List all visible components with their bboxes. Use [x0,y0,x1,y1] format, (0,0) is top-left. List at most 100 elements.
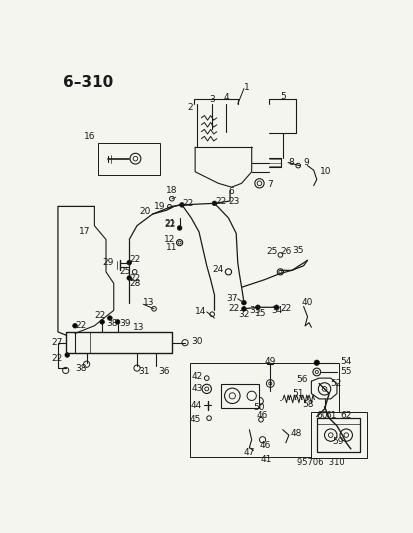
Circle shape [115,320,120,324]
Text: 52: 52 [330,379,341,388]
Text: 3: 3 [209,95,214,104]
Circle shape [225,269,231,275]
Circle shape [313,360,319,366]
Text: 59: 59 [332,437,344,446]
Circle shape [229,393,235,399]
Text: 8: 8 [287,158,293,167]
Text: 50: 50 [252,403,264,412]
Circle shape [343,433,348,438]
Text: 6–310: 6–310 [62,75,113,90]
Text: 24: 24 [212,265,223,274]
Circle shape [133,156,138,161]
Circle shape [278,270,281,273]
Circle shape [259,437,265,443]
Text: 54: 54 [339,358,351,367]
Circle shape [224,388,240,403]
Circle shape [278,253,282,257]
Text: 22: 22 [76,321,87,330]
Text: 22: 22 [130,255,141,264]
Text: 95706  310: 95706 310 [297,458,344,467]
Text: 41: 41 [260,455,271,464]
Text: 46: 46 [259,441,270,450]
Bar [189,363,339,457]
Text: 27: 27 [51,338,62,347]
Text: 38: 38 [106,319,118,328]
Text: 29: 29 [102,258,114,267]
Text: 47: 47 [243,448,254,457]
Text: 37: 37 [225,294,237,303]
Text: 13: 13 [133,323,144,332]
Circle shape [127,276,131,280]
Circle shape [100,320,104,324]
Text: 22: 22 [280,304,291,313]
Circle shape [273,305,278,310]
Circle shape [348,447,356,455]
Circle shape [73,324,77,328]
Circle shape [241,301,246,305]
Text: 2: 2 [187,103,192,112]
Circle shape [255,398,263,405]
Circle shape [254,179,263,188]
Text: 25: 25 [119,268,131,276]
Text: 11: 11 [165,243,177,252]
Circle shape [295,163,300,168]
Circle shape [176,239,182,246]
Text: 39: 39 [119,319,131,328]
Text: 18: 18 [166,186,177,195]
Text: 23: 23 [228,197,239,206]
Text: 17: 17 [79,227,90,236]
Circle shape [256,181,261,185]
Circle shape [151,306,156,311]
Text: 40: 40 [301,298,312,307]
Circle shape [247,391,256,400]
Circle shape [179,203,184,207]
Circle shape [312,368,320,376]
Text: 34: 34 [270,306,282,315]
Circle shape [83,361,90,367]
Text: 5: 5 [279,92,285,101]
Circle shape [241,306,246,311]
Text: 48: 48 [290,429,301,438]
Text: 9: 9 [303,158,309,167]
Text: 15: 15 [255,309,266,318]
Text: 35: 35 [292,246,303,255]
Circle shape [277,269,283,275]
Circle shape [167,205,171,208]
Circle shape [204,387,208,391]
Text: 55: 55 [339,367,351,376]
Text: 26: 26 [280,247,291,256]
Text: 49: 49 [264,357,275,366]
Text: 61: 61 [324,410,336,419]
Text: 33: 33 [249,306,260,315]
Bar [220,384,259,408]
Text: 22: 22 [95,311,106,320]
Text: 13: 13 [143,298,154,307]
Text: 30: 30 [191,337,202,346]
Circle shape [209,312,214,317]
Circle shape [178,241,181,244]
Text: 19: 19 [154,202,165,211]
Circle shape [133,365,140,371]
Text: 14: 14 [195,308,206,317]
Text: 22: 22 [228,304,240,313]
Circle shape [258,417,263,422]
Text: 45: 45 [190,415,201,424]
Text: 22: 22 [164,220,176,229]
Circle shape [354,443,360,450]
Circle shape [107,316,112,320]
Text: 28: 28 [129,279,141,288]
Circle shape [169,196,174,201]
Text: 1: 1 [244,83,249,92]
Text: 46: 46 [256,410,268,419]
Text: 62: 62 [340,410,351,419]
Bar [311,412,366,458]
Circle shape [181,340,188,346]
Text: 58: 58 [301,400,313,409]
Text: 36: 36 [157,367,169,376]
Text: 22: 22 [182,199,193,208]
Circle shape [328,433,332,438]
Circle shape [130,154,140,164]
Circle shape [339,429,351,441]
Circle shape [268,382,271,385]
Text: 6: 6 [227,187,233,196]
